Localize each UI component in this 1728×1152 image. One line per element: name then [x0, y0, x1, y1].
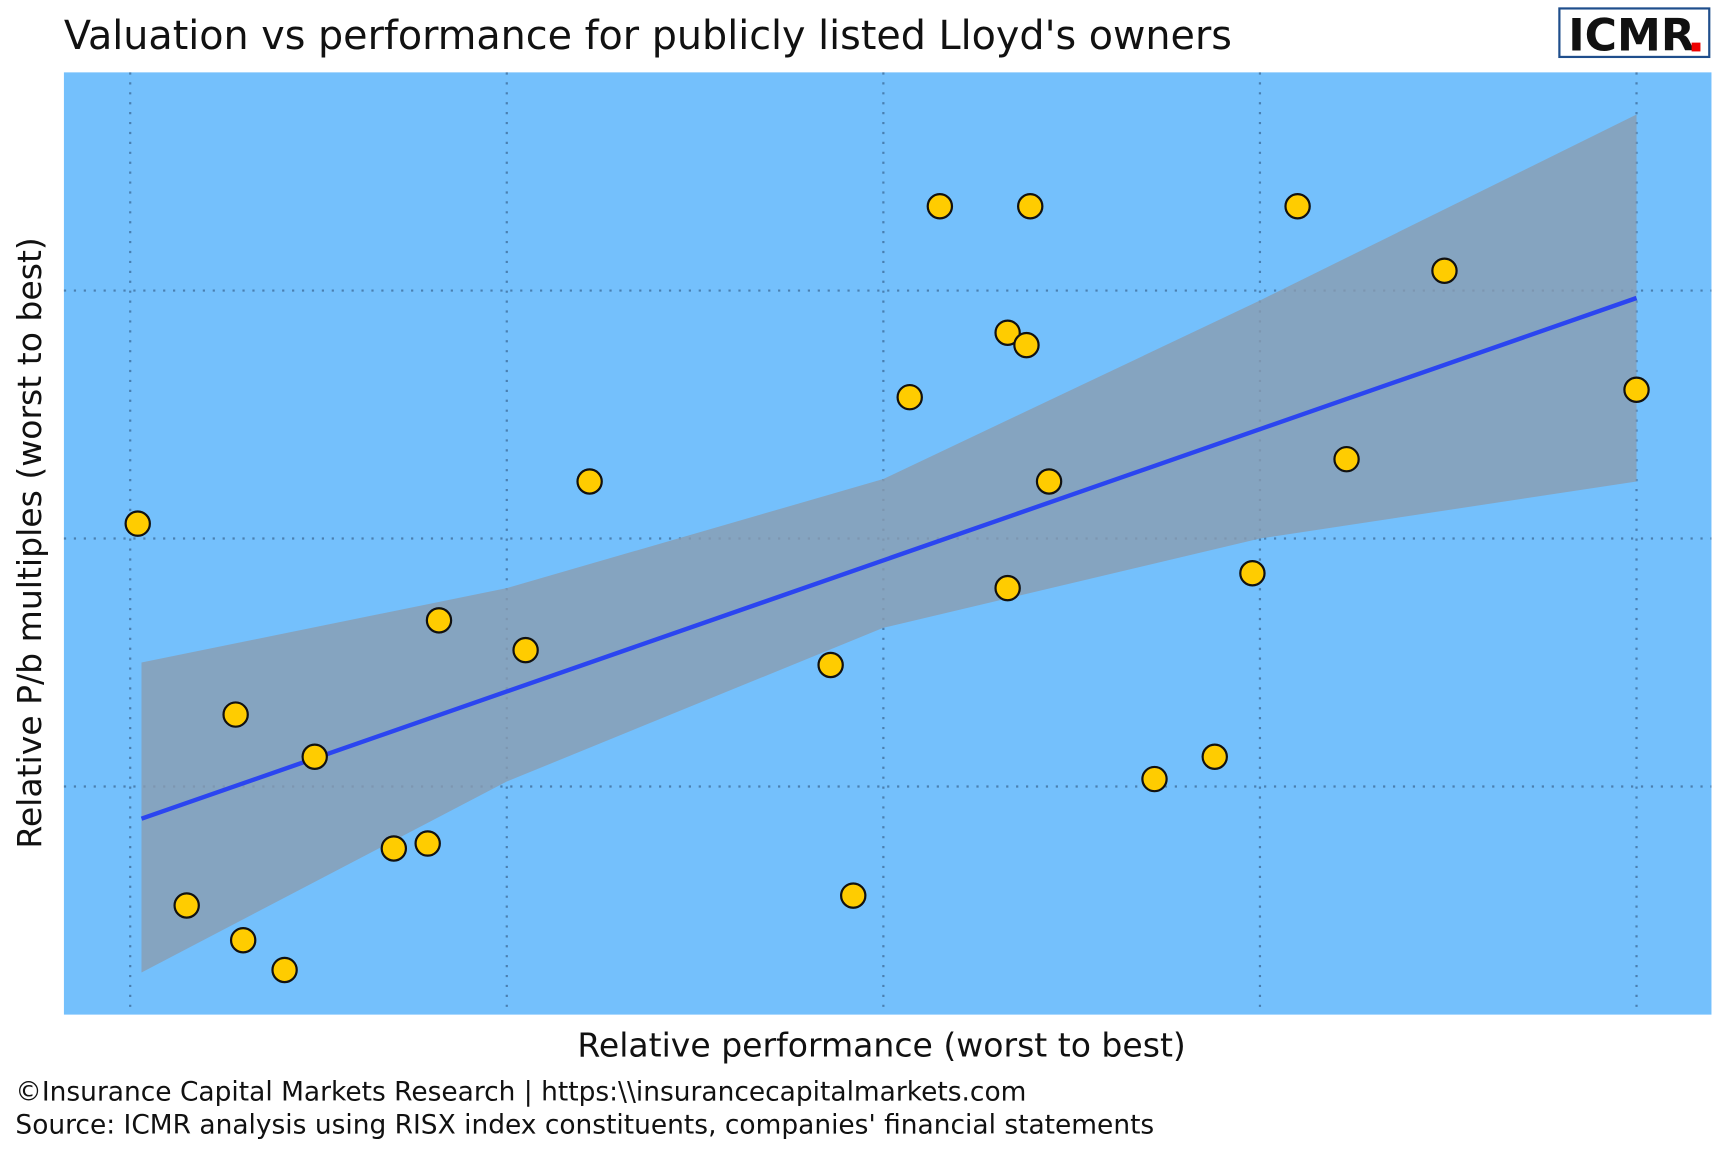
y-axis-label: Relative P/b multiples (worst to best) [10, 237, 49, 848]
point [229, 927, 257, 954]
footer-line: Source: ICMR analysis using RISX index c… [15, 1110, 1154, 1141]
chart-title: Valuation vs performance for publicly li… [64, 13, 1232, 59]
point [840, 882, 867, 909]
point [425, 607, 453, 634]
point [1013, 331, 1040, 359]
point [124, 510, 151, 537]
point [414, 830, 441, 857]
point [994, 319, 1021, 346]
confidence-band [141, 114, 1637, 973]
point [512, 636, 539, 664]
point [896, 383, 923, 411]
point [1035, 468, 1063, 495]
point [1017, 193, 1044, 220]
point [1201, 743, 1228, 770]
point [994, 574, 1021, 602]
point [1239, 560, 1266, 587]
point [576, 468, 603, 495]
logo-box [1558, 7, 1711, 59]
point [173, 892, 200, 919]
point [380, 835, 408, 862]
point [271, 956, 298, 984]
point [926, 193, 954, 220]
point [817, 651, 844, 679]
point [222, 701, 249, 728]
footer-line: ©Insurance Capital Markets Research | ht… [15, 1077, 1026, 1108]
x-axis-label: Relative performance (worst to best) [577, 1025, 1185, 1064]
logo: ICMR [1568, 10, 1695, 61]
logo-dot [1691, 42, 1701, 52]
point [1333, 445, 1360, 473]
point [1623, 376, 1650, 403]
point [301, 743, 328, 770]
point [1284, 193, 1311, 220]
point [1431, 257, 1458, 284]
point [1141, 765, 1168, 793]
plot-layer [63, 72, 1712, 1015]
trend-line [140, 295, 1638, 821]
